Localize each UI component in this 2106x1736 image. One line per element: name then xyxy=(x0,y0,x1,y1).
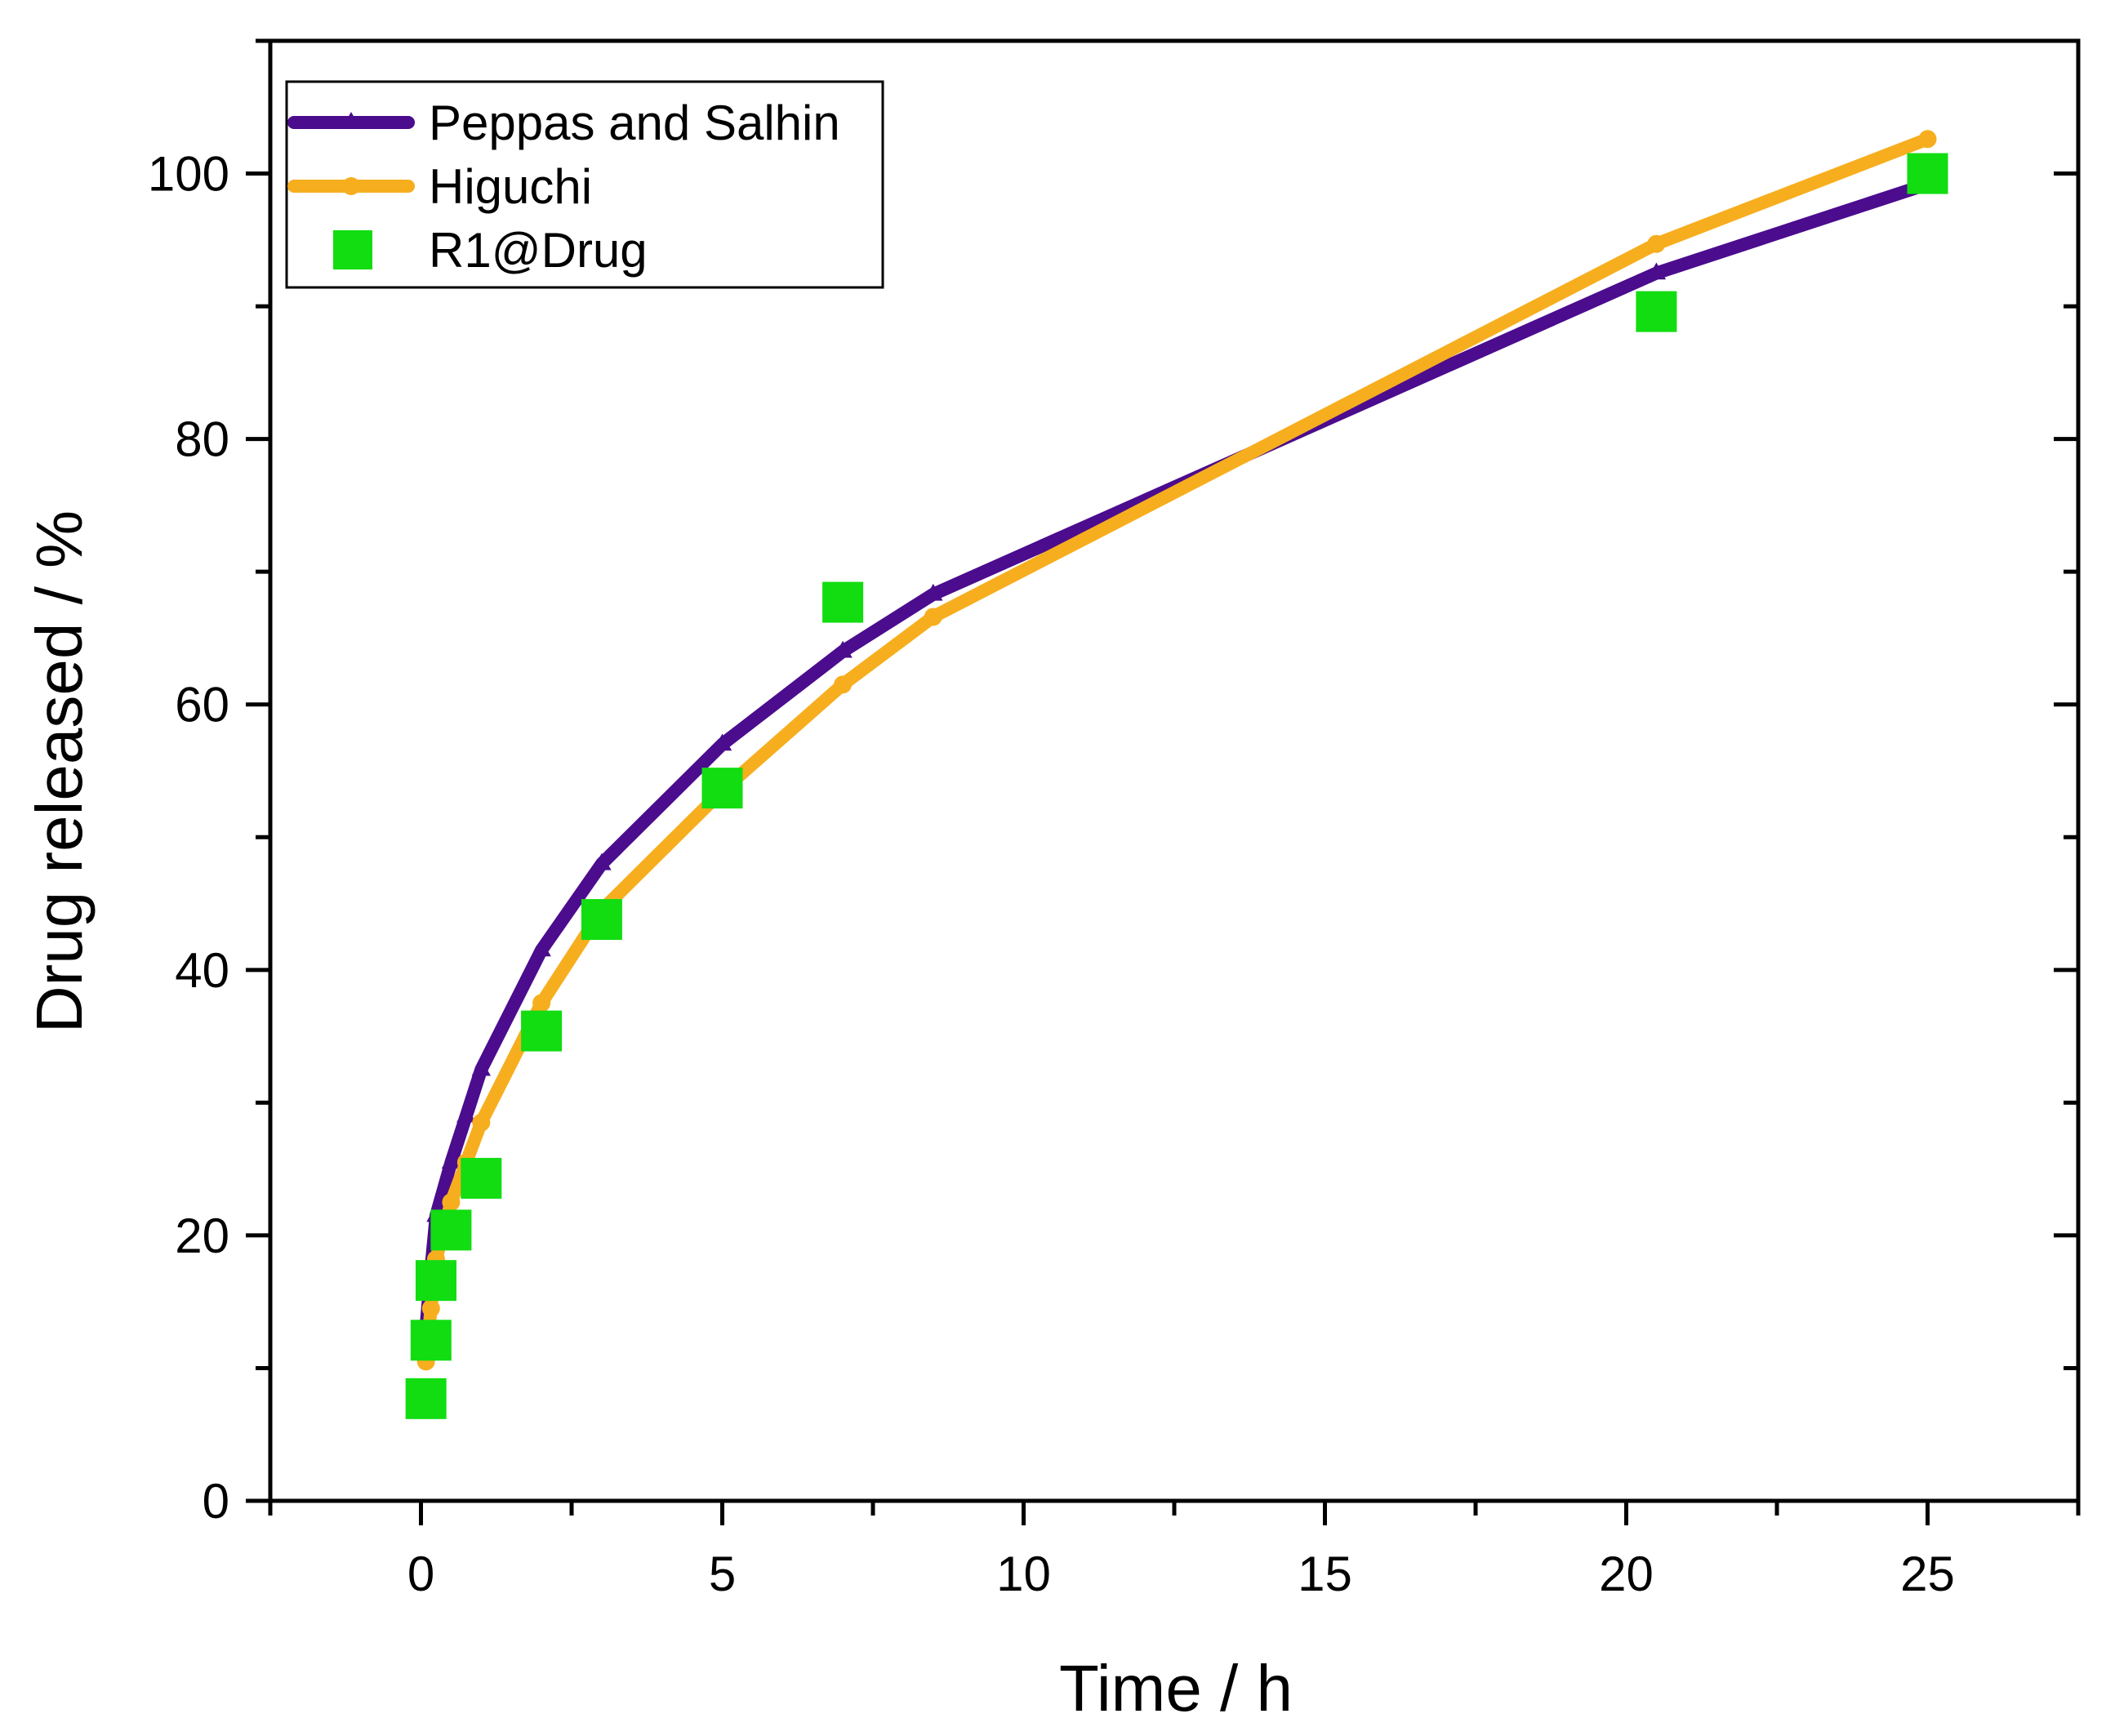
data-point xyxy=(833,640,853,658)
series-layer xyxy=(405,130,1948,1419)
x-axis-title: Time / h xyxy=(1059,1652,1293,1725)
data-point xyxy=(1647,234,1666,253)
data-point xyxy=(924,608,942,626)
data-point xyxy=(822,581,864,623)
data-point xyxy=(701,768,743,809)
data-point xyxy=(521,1010,563,1052)
series-line-higuchi xyxy=(419,132,1935,1369)
data-point xyxy=(1907,153,1948,194)
data-point xyxy=(456,1105,476,1123)
data-point xyxy=(532,994,551,1013)
data-point xyxy=(442,1193,461,1212)
data-point xyxy=(461,1158,502,1200)
data-point xyxy=(1646,262,1667,280)
y-axis-title: Drug released / % xyxy=(23,510,96,1033)
legend-item-higuchi: Higuchi xyxy=(287,159,592,214)
legend-label: Higuchi xyxy=(429,159,592,214)
legend-marker xyxy=(342,177,360,195)
x-tick-label: 10 xyxy=(996,1547,1051,1601)
legend: Peppas and Salhin Higuchi R1@Drug xyxy=(285,80,884,289)
y-tick-label: 80 xyxy=(175,412,229,467)
data-point xyxy=(592,852,612,870)
series-peppas-and-salhin xyxy=(416,173,1938,1335)
x-tick-label: 20 xyxy=(1599,1547,1654,1601)
legend-marker xyxy=(333,230,372,269)
data-point xyxy=(532,939,551,957)
data-point xyxy=(834,675,853,694)
data-point xyxy=(1918,130,1937,149)
data-point xyxy=(472,1113,491,1132)
data-point xyxy=(712,733,732,751)
data-point xyxy=(471,1058,491,1076)
y-tick-label: 0 xyxy=(203,1474,229,1529)
data-point xyxy=(1636,291,1677,332)
data-point xyxy=(441,1151,461,1169)
data-point xyxy=(405,1378,447,1419)
y-tick-label: 100 xyxy=(148,147,229,202)
x-tick-label: 25 xyxy=(1900,1547,1955,1601)
legend-marker xyxy=(341,112,361,129)
x-tick-label: 0 xyxy=(407,1547,434,1601)
series-line-peppas-and-salhin xyxy=(419,177,1935,1335)
data-point xyxy=(410,1320,452,1361)
series-r1-drug xyxy=(405,153,1948,1419)
data-point xyxy=(924,583,943,601)
series-higuchi xyxy=(416,130,1937,1371)
data-point xyxy=(415,1260,456,1302)
data-point xyxy=(581,899,622,941)
data-point xyxy=(430,1209,472,1251)
legend-label: Peppas and Salhin xyxy=(429,96,840,150)
axes-layer: 0 5 10 15 20 25 0 20 40 60 80 100 xyxy=(148,38,2081,1601)
y-tick-label: 20 xyxy=(175,1209,229,1263)
x-tick-label: 5 xyxy=(709,1547,736,1601)
y-tick-label: 40 xyxy=(175,943,229,998)
legend-label: R1@Drug xyxy=(429,223,648,278)
legend-item-peppas-and-salhin: Peppas and Salhin xyxy=(287,96,840,150)
data-point xyxy=(421,1299,440,1318)
x-tick-label: 15 xyxy=(1298,1547,1352,1601)
legend-item-r1-drug: R1@Drug xyxy=(333,223,648,278)
y-tick-label: 60 xyxy=(175,678,229,732)
